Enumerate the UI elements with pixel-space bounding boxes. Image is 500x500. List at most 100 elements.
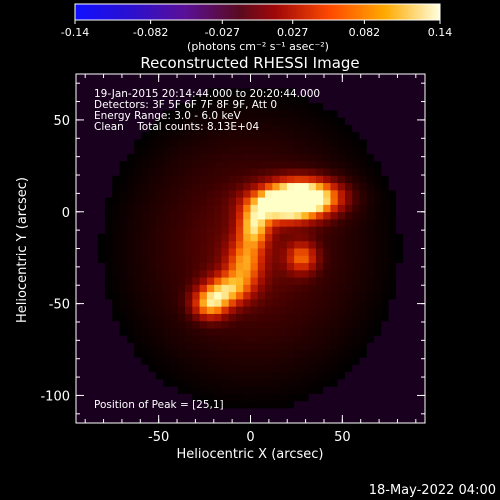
- heatmap-cell: [381, 358, 389, 366]
- heatmap-cell: [301, 365, 309, 373]
- heatmap-cell: [76, 249, 84, 257]
- heatmap-cell: [185, 358, 193, 366]
- heatmap-cell: [105, 74, 113, 82]
- heatmap-cell: [389, 358, 397, 366]
- heatmap-cell: [120, 176, 128, 184]
- heatmap-cell: [360, 270, 368, 278]
- heatmap-cell: [374, 336, 382, 344]
- heatmap-cell: [178, 365, 186, 373]
- heatmap-cell: [294, 176, 302, 184]
- heatmap-cell: [410, 183, 418, 191]
- heatmap-cell: [330, 234, 338, 242]
- heatmap-cell: [178, 358, 186, 366]
- heatmap-cell: [83, 74, 91, 82]
- heatmap-cell: [127, 336, 135, 344]
- heatmap-cell: [280, 292, 288, 300]
- heatmap-cell: [134, 161, 142, 169]
- heatmap-cell: [221, 212, 229, 220]
- heatmap-cell: [178, 350, 186, 358]
- heatmap-cell: [251, 278, 259, 286]
- heatmap-cell: [345, 249, 353, 257]
- heatmap-cell: [367, 241, 375, 249]
- heatmap-cell: [280, 118, 288, 126]
- heatmap-cell: [207, 205, 215, 213]
- heatmap-cell: [243, 270, 251, 278]
- heatmap-cell: [127, 205, 135, 213]
- heatmap-cell: [163, 219, 171, 227]
- heatmap-cell: [251, 350, 259, 358]
- heatmap-cell: [410, 132, 418, 140]
- heatmap-cell: [367, 292, 375, 300]
- heatmap-cell: [171, 205, 179, 213]
- heatmap-cell: [316, 205, 324, 213]
- heatmap-cell: [221, 147, 229, 155]
- heatmap-cell: [316, 401, 324, 409]
- heatmap-cell: [367, 401, 375, 409]
- heatmap-cell: [418, 256, 426, 264]
- heatmap-cell: [389, 314, 397, 322]
- heatmap-cell: [236, 372, 244, 380]
- heatmap-cell: [192, 219, 200, 227]
- heatmap-cell: [192, 343, 200, 351]
- heatmap-cell: [265, 292, 273, 300]
- heatmap-cell: [236, 278, 244, 286]
- heatmap-cell: [360, 89, 368, 97]
- heatmap-cell: [381, 307, 389, 315]
- heatmap-cell: [352, 118, 360, 126]
- heatmap-cell: [214, 154, 222, 162]
- heatmap-cell: [367, 314, 375, 322]
- heatmap-cell: [91, 176, 99, 184]
- heatmap-cell: [389, 190, 397, 198]
- heatmap-cell: [141, 372, 149, 380]
- heatmap-cell: [396, 96, 404, 104]
- heatmap-cell: [141, 270, 149, 278]
- heatmap-cell: [171, 307, 179, 315]
- heatmap-cell: [236, 212, 244, 220]
- heatmap-cell: [156, 256, 164, 264]
- heatmap-cell: [112, 387, 120, 395]
- heatmap-cell: [258, 358, 266, 366]
- heatmap-cell: [323, 314, 331, 322]
- heatmap-cell: [98, 307, 106, 315]
- heatmap-cell: [330, 169, 338, 177]
- heatmap-cell: [316, 176, 324, 184]
- heatmap-cell: [156, 285, 164, 293]
- heatmap-cell: [309, 343, 317, 351]
- heatmap-cell: [396, 125, 404, 133]
- heatmap-cell: [149, 132, 157, 140]
- heatmap-cell: [309, 249, 317, 257]
- heatmap-cell: [105, 132, 113, 140]
- heatmap-cell: [83, 256, 91, 264]
- heatmap-cell: [301, 161, 309, 169]
- heatmap-cell: [98, 278, 106, 286]
- heatmap-cell: [323, 103, 331, 111]
- heatmap-cell: [185, 314, 193, 322]
- heatmap-cell: [396, 270, 404, 278]
- heatmap-cell: [214, 161, 222, 169]
- heatmap-cell: [120, 74, 128, 82]
- heatmap-cell: [280, 314, 288, 322]
- heatmap-cell: [272, 365, 280, 373]
- heatmap-cell: [207, 321, 215, 329]
- heatmap-cell: [258, 321, 266, 329]
- heatmap-cell: [338, 147, 346, 155]
- heatmap-cell: [287, 205, 295, 213]
- heatmap-cell: [345, 328, 353, 336]
- heatmap-cell: [98, 205, 106, 213]
- heatmap-cell: [367, 212, 375, 220]
- heatmap-cell: [141, 249, 149, 257]
- heatmap-cell: [112, 270, 120, 278]
- heatmap-cell: [192, 387, 200, 395]
- heatmap-cell: [352, 154, 360, 162]
- heatmap-cell: [338, 241, 346, 249]
- heatmap-cell: [287, 147, 295, 155]
- heatmap-cell: [258, 285, 266, 293]
- heatmap-cell: [338, 154, 346, 162]
- heatmap-cell: [403, 154, 411, 162]
- colorbar-tick-label: 0.027: [277, 26, 309, 39]
- heatmap-cell: [236, 307, 244, 315]
- heatmap-cell: [156, 74, 164, 82]
- heatmap-cell: [367, 321, 375, 329]
- heatmap-cell: [410, 292, 418, 300]
- heatmap-cell: [301, 154, 309, 162]
